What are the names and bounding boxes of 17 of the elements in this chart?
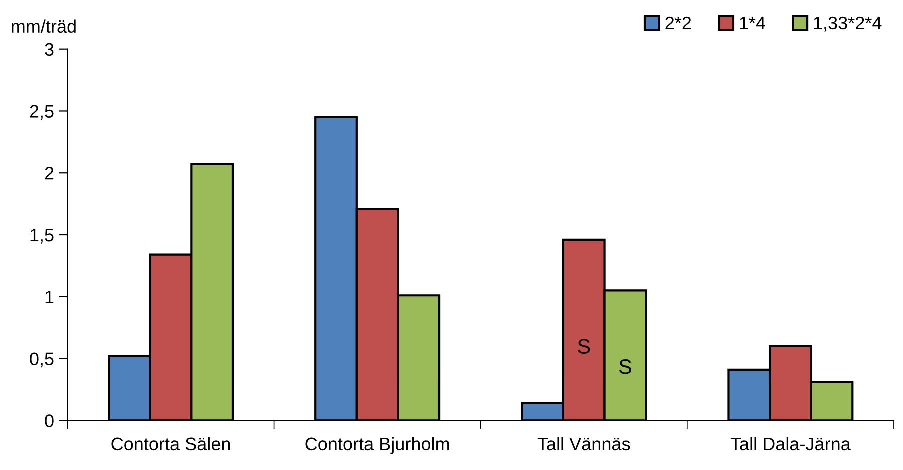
x-tick-label: Contorta Sälen — [112, 437, 230, 451]
y-tick-label: 0 — [45, 414, 54, 428]
legend-label: 1,33*2*4 — [814, 16, 882, 32]
x-tick-label: Contorta Bjurholm — [306, 437, 450, 454]
x-tick-label: Tall Dala-Järna — [730, 437, 851, 451]
y-tick-label: 2 — [45, 167, 54, 180]
y-axis-title: mm/träd — [12, 20, 76, 34]
y-tick-label: 1 — [46, 291, 54, 304]
y-tick-label: 2,5 — [30, 105, 54, 120]
x-tick-label: Tall Vännäs — [538, 437, 630, 451]
y-tick-label: 3 — [45, 43, 54, 56]
data-label: S — [578, 339, 590, 354]
y-tick-label: 1,5 — [30, 229, 54, 244]
y-tick-label: 0,5 — [30, 352, 54, 368]
data-label: S — [619, 360, 632, 374]
legend-label: 2*2 — [666, 16, 692, 30]
legend-label: 1*4 — [740, 17, 766, 30]
